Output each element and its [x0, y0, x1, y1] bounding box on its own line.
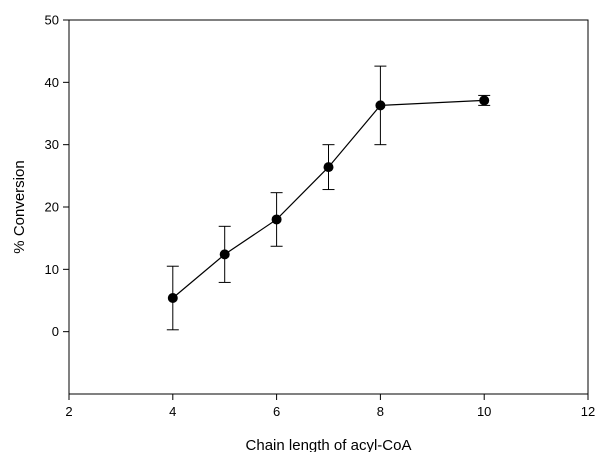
y-tick-label: 40 [45, 75, 59, 90]
y-tick-label: 20 [45, 200, 59, 215]
y-tick-label: 0 [52, 324, 59, 339]
plot-area-frame [68, 19, 589, 395]
data-point [479, 95, 490, 106]
error-bars [166, 65, 491, 331]
x-tick-label: 10 [477, 404, 491, 419]
x-tick-label: 2 [65, 404, 72, 419]
x-tick-label: 6 [273, 404, 280, 419]
y-axis-ticks: 0 10 20 30 40 50 [45, 13, 69, 339]
data-point [375, 100, 386, 111]
x-tick-label: 4 [169, 404, 176, 419]
y-tick-label: 50 [45, 13, 59, 28]
data-point [219, 249, 230, 260]
x-axis-ticks: 2 4 6 8 10 12 [65, 394, 595, 419]
x-tick-label: 8 [377, 404, 384, 419]
data-point [323, 162, 334, 173]
y-tick-label: 10 [45, 262, 59, 277]
series-line [172, 99, 485, 299]
y-tick-label: 30 [45, 137, 59, 152]
y-axis-title: % Conversion [11, 160, 28, 253]
data-point [167, 293, 178, 304]
x-tick-label: 12 [581, 404, 595, 419]
x-axis-title: Chain length of acyl-CoA [246, 437, 412, 452]
data-points [167, 95, 490, 304]
data-point [271, 214, 282, 225]
